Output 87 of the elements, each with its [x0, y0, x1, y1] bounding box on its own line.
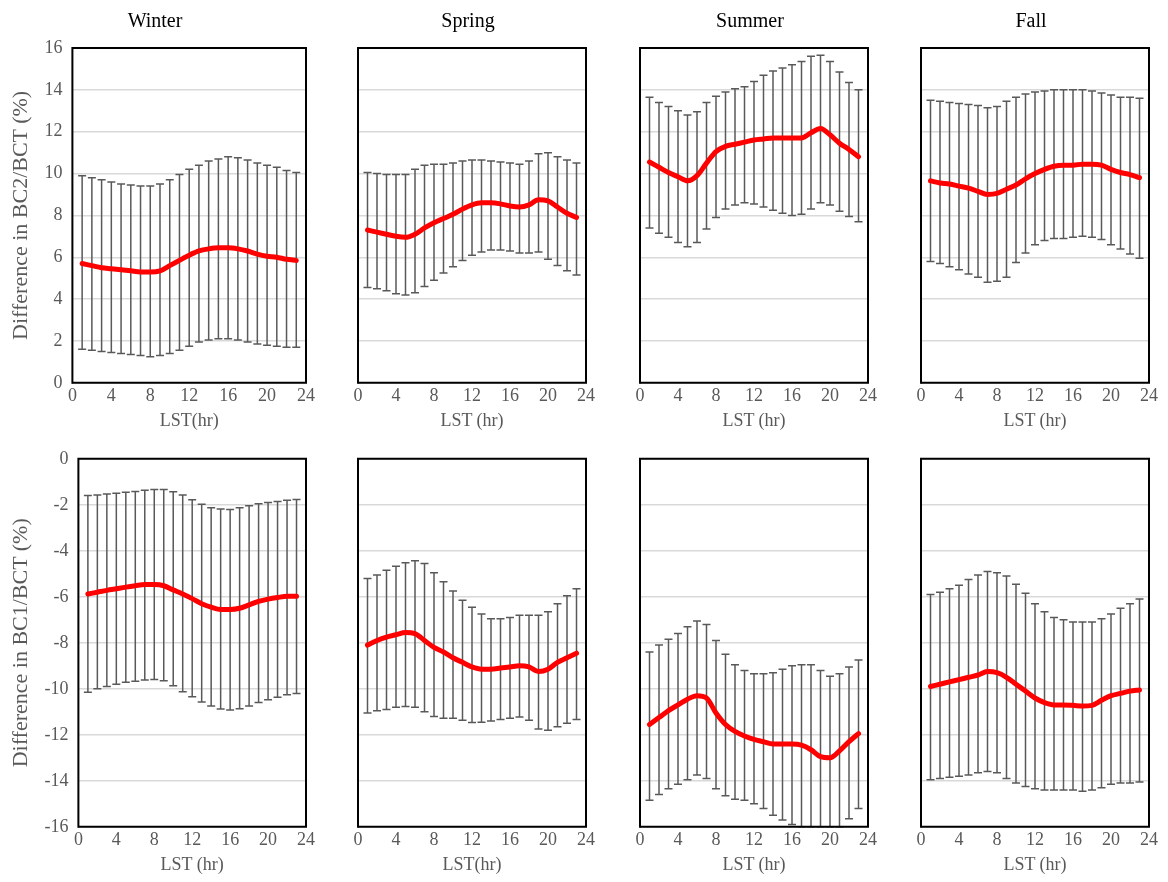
x-axis-title: LST (hr)	[1003, 409, 1067, 431]
x-tick-label: 4	[954, 385, 964, 406]
y-tick-label: 12	[44, 120, 63, 141]
x-tick-label: 16	[501, 829, 519, 850]
x-tick-label: 20	[539, 829, 557, 850]
y-tick-label: -2	[53, 493, 69, 514]
y-tick-label: -10	[44, 677, 69, 698]
x-tick-label: 12	[1026, 385, 1044, 406]
x-tick-label: 8	[145, 385, 155, 406]
x-tick-label: 4	[106, 385, 116, 406]
x-tick-label: 20	[821, 385, 839, 406]
chart-title: Spring	[441, 9, 495, 33]
x-tick-label: 8	[992, 829, 1002, 850]
x-tick-label: 8	[149, 829, 159, 850]
y-tick-label: 0	[53, 371, 63, 392]
x-tick-label: 4	[954, 829, 964, 850]
chart-title: Fall	[1015, 9, 1047, 32]
x-tick-label: 20	[1102, 829, 1120, 850]
x-tick-label: 16	[219, 385, 238, 406]
chart-title: Winter	[127, 9, 183, 32]
x-tick-label: 24	[859, 385, 877, 406]
y-tick-label: -4	[53, 539, 69, 560]
y-tick-label: 16	[44, 36, 63, 57]
x-tick-label: 8	[711, 829, 721, 850]
x-tick-label: 4	[673, 829, 683, 850]
x-tick-label: 20	[539, 385, 557, 406]
x-tick-label: 12	[180, 385, 199, 406]
y-tick-label: 0	[59, 447, 69, 468]
x-tick-label: 0	[635, 829, 645, 850]
y-tick-label: -12	[44, 723, 69, 744]
x-tick-label: 12	[1026, 829, 1044, 850]
x-tick-label: 24	[1140, 829, 1158, 850]
y-tick-label: 14	[44, 78, 63, 99]
x-tick-label: 12	[463, 385, 481, 406]
x-tick-label: 16	[1064, 385, 1082, 406]
y-tick-label: -14	[44, 769, 69, 790]
x-tick-label: 4	[391, 829, 401, 850]
x-tick-label: 24	[297, 385, 315, 406]
x-tick-label: 20	[258, 385, 277, 406]
y-axis-title: Difference in BC1/BCT (%)	[6, 518, 32, 768]
x-tick-label: 24	[1140, 385, 1158, 406]
x-tick-label: 0	[353, 829, 363, 850]
x-tick-label: 16	[783, 385, 801, 406]
x-tick-label: 12	[463, 829, 481, 850]
x-tick-label: 0	[353, 385, 363, 406]
y-tick-label: -16	[44, 815, 69, 836]
x-tick-label: 4	[111, 829, 121, 850]
x-tick-label: 20	[821, 829, 839, 850]
x-axis-title: LST (hr)	[160, 853, 224, 875]
x-axis-title: LST(hr)	[159, 409, 219, 431]
chart-title: Summer	[716, 9, 785, 32]
x-tick-label: 0	[635, 385, 645, 406]
y-tick-label: 2	[53, 329, 63, 350]
x-tick-label: 0	[73, 829, 83, 850]
x-axis-title: LST (hr)	[440, 409, 504, 431]
y-tick-label: 10	[44, 162, 63, 183]
x-tick-label: 0	[916, 829, 926, 850]
x-tick-label: 24	[859, 829, 877, 850]
y-axis-title: Difference in BC2/BCT (%)	[6, 90, 32, 340]
y-tick-label: 8	[53, 204, 63, 225]
x-tick-label: 8	[429, 385, 439, 406]
x-tick-label: 20	[1102, 385, 1120, 406]
x-tick-label: 24	[577, 385, 595, 406]
y-tick-label: -8	[53, 631, 69, 652]
x-tick-label: 0	[916, 385, 926, 406]
x-tick-label: 16	[783, 829, 801, 850]
x-axis-title: LST (hr)	[722, 409, 786, 431]
x-tick-label: 12	[183, 829, 202, 850]
y-tick-label: 6	[53, 245, 63, 266]
x-tick-label: 20	[259, 829, 278, 850]
x-tick-label: 16	[221, 829, 240, 850]
x-tick-label: 8	[429, 829, 439, 850]
x-tick-label: 24	[577, 829, 595, 850]
x-tick-label: 8	[711, 385, 721, 406]
x-tick-label: 24	[297, 829, 315, 850]
x-axis-title: LST(hr)	[442, 853, 502, 875]
x-tick-label: 4	[673, 385, 683, 406]
x-tick-label: 4	[391, 385, 401, 406]
x-tick-label: 12	[745, 385, 763, 406]
x-tick-label: 16	[1064, 829, 1082, 850]
x-tick-label: 12	[745, 829, 763, 850]
x-axis-title: LST (hr)	[1003, 853, 1067, 875]
y-tick-label: -6	[53, 585, 69, 606]
x-axis-title: LST (hr)	[722, 853, 786, 875]
x-tick-label: 16	[501, 385, 519, 406]
y-tick-label: 4	[53, 287, 63, 308]
x-tick-label: 8	[992, 385, 1002, 406]
